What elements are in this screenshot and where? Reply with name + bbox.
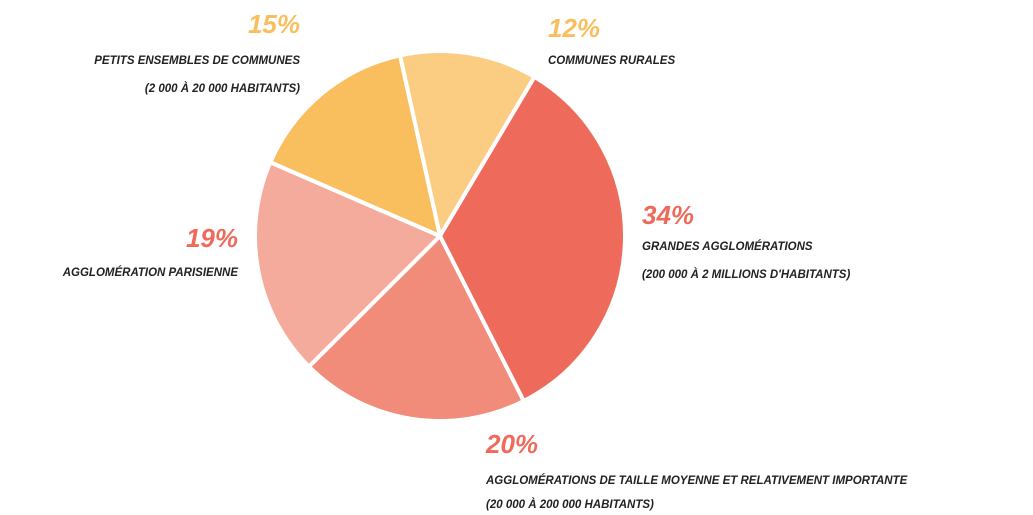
slice-label: AGGLOMÉRATIONS DE TAILLE MOYENNE ET RELA…: [485, 474, 908, 487]
slice-label: AGGLOMÉRATION PARISIENNE: [62, 266, 239, 279]
pie-slice: [253, 160, 442, 369]
slice-label: (20 000 À 200 000 HABITANTS): [486, 498, 654, 511]
value-label: 34%: [642, 200, 694, 230]
slice-label: PETITS ENSEMBLES DE COMMUNES: [94, 55, 300, 67]
slice-label: COMMUNES RURALES: [548, 55, 675, 67]
slice-label: (200 000 À 2 MILLIONS D'HABITANTS): [642, 268, 850, 281]
value-label: 12%: [548, 13, 600, 43]
value-label: 19%: [186, 223, 238, 253]
value-label: 15%: [248, 9, 300, 39]
value-label: 20%: [485, 429, 538, 459]
pie-slice: [268, 53, 442, 238]
pie-slice: [397, 49, 537, 238]
slice-label: GRANDES AGGLOMÉRATIONS: [642, 240, 813, 253]
slice-label: (2 000 À 20 000 HABITANTS): [145, 82, 300, 95]
pie-slice: [306, 234, 526, 423]
pie-slice: [438, 74, 627, 403]
